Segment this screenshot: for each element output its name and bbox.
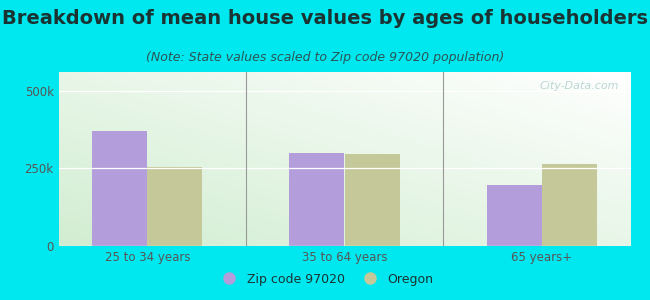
Text: Breakdown of mean house values by ages of householders: Breakdown of mean house values by ages o… (2, 9, 648, 28)
Bar (289, 153, 344, 246)
Bar (486, 185, 541, 246)
Bar (541, 164, 597, 246)
Bar (344, 154, 400, 246)
Legend: Zip code 97020, Oregon: Zip code 97020, Oregon (212, 268, 438, 291)
Text: City-Data.com: City-Data.com (540, 81, 619, 91)
Bar (148, 167, 203, 246)
Text: (Note: State values scaled to Zip code 97020 population): (Note: State values scaled to Zip code 9… (146, 51, 504, 64)
Bar (92, 131, 148, 246)
